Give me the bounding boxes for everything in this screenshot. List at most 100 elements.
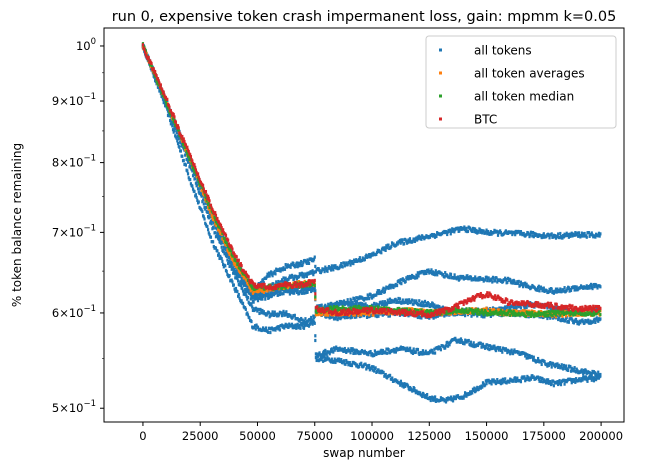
- data-point: [295, 274, 298, 278]
- data-point: [452, 227, 455, 232]
- data-point: [554, 287, 558, 291]
- data-point: [571, 318, 574, 322]
- data-point: [416, 315, 419, 320]
- data-point: [489, 231, 492, 236]
- data-point: [493, 344, 496, 348]
- data-point: [175, 136, 178, 140]
- data-point: [494, 348, 497, 353]
- data-point: [527, 315, 530, 319]
- data-point: [273, 310, 276, 314]
- data-point: [347, 363, 350, 367]
- data-point: [358, 364, 361, 369]
- data-point: [499, 230, 502, 235]
- data-point: [537, 284, 540, 288]
- data-point: [486, 229, 490, 234]
- data-point: [228, 252, 231, 256]
- data-point: [516, 281, 520, 285]
- data-point: [256, 325, 260, 329]
- data-point: [385, 347, 388, 351]
- data-point: [468, 392, 471, 396]
- data-point: [581, 318, 584, 322]
- data-point: [458, 338, 461, 342]
- data-point: [355, 363, 359, 367]
- data-point: [531, 230, 535, 235]
- data-point: [519, 230, 523, 234]
- data-point: [423, 299, 427, 304]
- data-point: [366, 364, 369, 368]
- data-point: [288, 287, 291, 292]
- data-point: [567, 320, 570, 324]
- data-point: [278, 292, 281, 297]
- data-point: [465, 394, 468, 398]
- data-point: [414, 350, 417, 354]
- data-point: [291, 291, 294, 295]
- data-point: [413, 299, 416, 303]
- data-point: [335, 300, 339, 304]
- data-point: [486, 347, 490, 351]
- data-point: [269, 290, 272, 294]
- data-point: [262, 278, 265, 282]
- data-point: [244, 287, 247, 291]
- data-point: [350, 304, 353, 308]
- data-point: [371, 368, 374, 372]
- data-point: [339, 263, 342, 268]
- data-point: [501, 377, 505, 381]
- data-point: [446, 398, 449, 402]
- data-point: [323, 352, 326, 357]
- data-point: [489, 380, 492, 384]
- data-point: [402, 385, 405, 389]
- data-point: [582, 375, 586, 379]
- data-point: [282, 309, 285, 313]
- data-point: [293, 277, 296, 281]
- data-point: [557, 317, 560, 322]
- data-point: [479, 230, 482, 234]
- data-point: [380, 291, 383, 295]
- data-point: [267, 311, 271, 315]
- data-point: [344, 263, 347, 267]
- data-point: [232, 261, 235, 265]
- data-point: [372, 313, 375, 317]
- data-point: [448, 311, 452, 315]
- data-point: [345, 358, 348, 363]
- data-point: [462, 396, 465, 400]
- data-point: [404, 347, 407, 351]
- data-point: [433, 271, 436, 275]
- data-point: [569, 234, 572, 238]
- data-point: [420, 303, 423, 308]
- data-point: [510, 348, 513, 352]
- data-point: [539, 234, 543, 238]
- data-point: [348, 302, 351, 306]
- data-point: [291, 288, 294, 292]
- data-point: [481, 231, 484, 235]
- data-point: [483, 315, 486, 319]
- data-point: [501, 313, 504, 317]
- data-point: [433, 273, 437, 277]
- data-point: [266, 294, 269, 298]
- data-point: [586, 379, 589, 383]
- data-point: [326, 355, 329, 359]
- data-point: [332, 359, 336, 363]
- data-point: [316, 354, 320, 358]
- data-point: [521, 285, 525, 289]
- data-point: [460, 310, 463, 314]
- data-point: [313, 270, 316, 274]
- data-point: [475, 310, 478, 314]
- data-point: [360, 361, 363, 365]
- data-point: [423, 269, 427, 274]
- data-point: [214, 217, 217, 221]
- data-point: [383, 290, 386, 294]
- data-point: [557, 381, 560, 385]
- data-point: [305, 287, 308, 291]
- data-point: [324, 348, 327, 352]
- data-point: [549, 316, 552, 320]
- data-point: [267, 271, 271, 275]
- data-point: [580, 368, 583, 372]
- data-point: [401, 298, 404, 302]
- data-point: [476, 385, 479, 389]
- data-point: [196, 187, 200, 191]
- data-point: [340, 358, 343, 362]
- data-point: [268, 326, 271, 331]
- data-point: [184, 163, 187, 167]
- data-point: [458, 229, 461, 233]
- data-point: [284, 276, 287, 280]
